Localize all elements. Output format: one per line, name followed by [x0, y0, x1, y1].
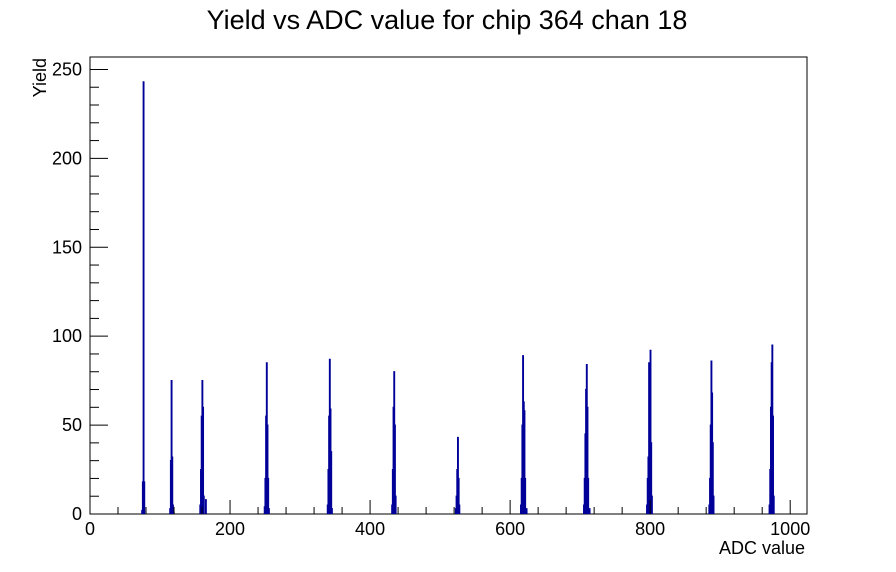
histogram-bin: [523, 410, 526, 514]
histogram-bin: [330, 508, 333, 514]
histogram-bin: [524, 477, 527, 514]
chart-title: Yield vs ADC value for chip 364 chan 18: [207, 5, 688, 35]
histogram-bin: [142, 81, 145, 514]
histogram-bin: [712, 495, 715, 514]
y-tick-label: 0: [72, 504, 82, 524]
histogram-bin: [267, 508, 270, 514]
histogram-bin: [458, 504, 461, 514]
histogram-bin: [266, 424, 269, 514]
x-tick-label: 400: [355, 519, 385, 539]
histogram-bin: [267, 477, 270, 514]
y-tick-label: 50: [62, 415, 82, 435]
histogram-bin: [394, 495, 397, 514]
x-tick-label: 800: [635, 519, 665, 539]
histogram-bin: [772, 495, 775, 514]
histogram-bin: [711, 442, 714, 514]
x-tick-label: 1000: [770, 519, 810, 539]
histogram-series: [141, 81, 775, 514]
histogram-bin: [650, 495, 653, 514]
y-axis-title: Yield: [30, 58, 50, 97]
histogram-bin: [587, 477, 590, 514]
x-tick-label: 600: [495, 519, 525, 539]
x-tick-label: 0: [85, 519, 95, 539]
x-axis: 0 200 400 600 800 1000: [85, 500, 810, 539]
x-tick-label: 200: [215, 519, 245, 539]
y-tick-label: 200: [52, 148, 82, 168]
histogram-bin: [772, 415, 774, 514]
histogram-bin: [330, 451, 333, 514]
histogram-bin: [525, 508, 528, 514]
y-tick-label: 100: [52, 326, 82, 346]
histogram-bin: [202, 495, 205, 514]
y-tick-label: 150: [52, 237, 82, 257]
y-axis: 0 50 100 150 200 250: [52, 59, 108, 524]
histogram-bin: [204, 499, 207, 514]
plot-frame: [89, 56, 808, 515]
y-tick-label: 250: [52, 59, 82, 79]
histogram-bin: [457, 477, 460, 514]
histogram-bin: [143, 481, 146, 514]
histogram-bin: [649, 349, 652, 514]
histogram-bin: [172, 504, 174, 514]
histogram-bin: [393, 424, 396, 514]
histogram-bin: [171, 456, 174, 514]
histogram-bin: [586, 406, 589, 514]
x-axis-title: ADC value: [719, 538, 805, 558]
histogram-bin: [588, 508, 591, 514]
histogram-bin: [650, 442, 653, 514]
histogram-bin: [202, 406, 205, 514]
histogram-bin: [457, 436, 459, 514]
histogram-bin: [170, 380, 173, 514]
